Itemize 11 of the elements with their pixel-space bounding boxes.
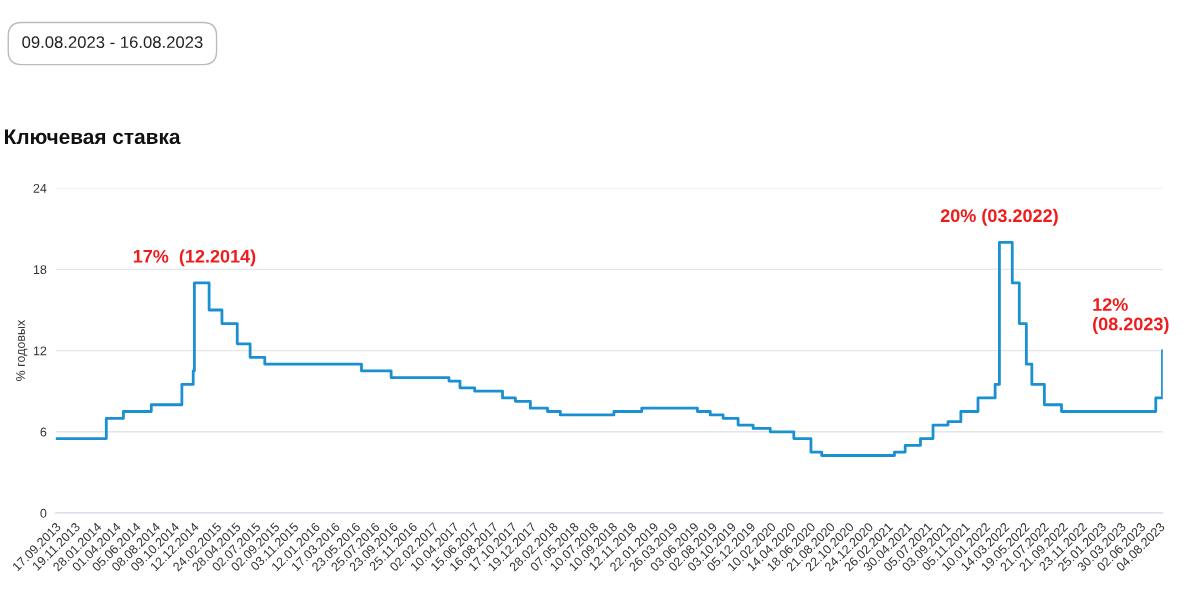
annotation: 12% (08.2023) [1093,298,1169,334]
chart-title: Ключевая ставка [4,129,181,145]
y-axis-title: % годовых [16,319,28,381]
y-tick-label: 18 [33,265,47,275]
y-tick-label: 24 [33,183,47,193]
y-tick-label: 0 [40,508,47,518]
annotation: 17% (12.2014) [133,249,256,267]
y-tick-label: 12 [33,346,47,356]
text: 09.08.2023 - 16.08.2023 [22,36,203,49]
annotation: 20% (03.2022) [940,208,1058,226]
y-tick-label: 6 [40,427,47,437]
